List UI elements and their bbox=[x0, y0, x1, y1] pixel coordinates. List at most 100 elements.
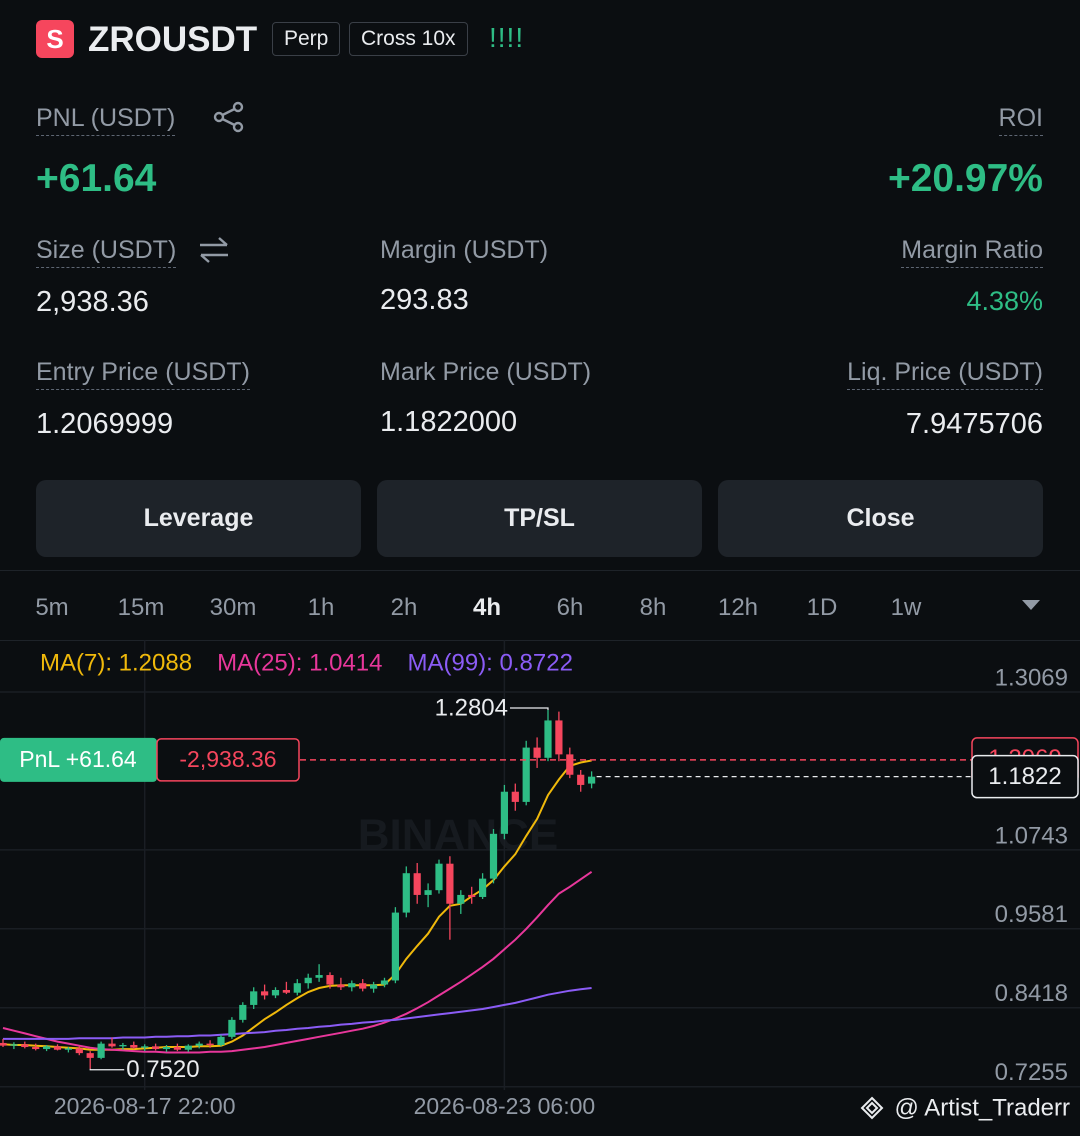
pnl-tag-box bbox=[0, 737, 157, 782]
candle-body bbox=[435, 863, 443, 891]
x-tick-label: 2026-08-23 06:00 bbox=[414, 1093, 596, 1119]
candle-body bbox=[53, 1046, 62, 1050]
symbol[interactable]: ZROUSDT bbox=[88, 20, 258, 59]
divider bbox=[0, 570, 1080, 571]
interval-tab[interactable]: 12h bbox=[717, 594, 759, 621]
dropdown-caret[interactable] bbox=[1020, 598, 1042, 612]
symbol-icon: S bbox=[36, 20, 74, 58]
divider bbox=[0, 640, 1080, 641]
candle-body bbox=[359, 983, 367, 989]
candle-body bbox=[402, 873, 410, 913]
candle-body bbox=[293, 983, 301, 993]
candle-body bbox=[446, 863, 454, 904]
field-label: Mark Price (USDT) bbox=[380, 358, 592, 386]
low-pointer bbox=[89, 1068, 125, 1071]
pnl-value: +61.64 bbox=[36, 157, 157, 200]
candle-body bbox=[566, 754, 574, 775]
high-label: 1.2804 bbox=[435, 694, 508, 721]
ma-line bbox=[3, 987, 592, 1040]
candle-body bbox=[184, 1045, 192, 1050]
candle-body bbox=[544, 720, 552, 758]
interval-tab[interactable]: 15m bbox=[117, 594, 165, 621]
share-icon[interactable] bbox=[212, 100, 246, 134]
badge: Perp bbox=[272, 22, 341, 56]
candle-body bbox=[261, 991, 269, 996]
candle-body bbox=[391, 912, 399, 981]
high-pointer bbox=[510, 707, 549, 710]
interval-tab[interactable]: 1D bbox=[806, 594, 838, 621]
interval-tab[interactable]: 6h bbox=[556, 594, 584, 621]
candle-body bbox=[468, 894, 476, 897]
y-tick-label: 0.8418 bbox=[995, 980, 1068, 1007]
close-button[interactable]: Close bbox=[718, 480, 1043, 557]
field-label[interactable]: Margin Ratio bbox=[901, 238, 1043, 268]
candle-body bbox=[337, 984, 345, 988]
size-tag: -2,938.36 bbox=[179, 746, 276, 772]
candle-body bbox=[119, 1044, 127, 1047]
credit: @ Artist_Traderr bbox=[860, 1094, 1070, 1121]
field-value: 1.1822000 bbox=[380, 406, 518, 438]
low-label: 0.7520 bbox=[126, 1056, 199, 1083]
candle-body bbox=[348, 983, 356, 988]
interval-tab[interactable]: 1h bbox=[307, 594, 335, 621]
badge[interactable]: Cross 10x bbox=[349, 22, 468, 56]
candle-body bbox=[457, 894, 465, 904]
candle-body bbox=[228, 1019, 236, 1037]
field-label[interactable]: Size (USDT) bbox=[36, 238, 177, 268]
candle-body bbox=[43, 1046, 51, 1050]
candle-body bbox=[522, 747, 530, 802]
candle-body bbox=[10, 1044, 18, 1046]
y-tick-label: 0.7255 bbox=[995, 1059, 1068, 1086]
interval-tab[interactable]: 1w bbox=[890, 594, 922, 621]
candle-body bbox=[304, 977, 312, 984]
mark-tag: 1.1822 bbox=[988, 763, 1061, 790]
candle-body bbox=[32, 1047, 40, 1050]
candle-body bbox=[479, 878, 487, 897]
candle-body bbox=[380, 980, 389, 985]
candle-body bbox=[282, 989, 290, 993]
candle-body bbox=[370, 984, 378, 989]
y-tick-label: 0.9581 bbox=[995, 901, 1068, 928]
candle-body bbox=[195, 1043, 203, 1046]
candle-body bbox=[413, 873, 421, 895]
candle-body bbox=[21, 1044, 29, 1048]
roi-label[interactable]: ROI bbox=[998, 106, 1043, 136]
pnl-tag: PnL +61.64 bbox=[19, 746, 137, 772]
tpsl-button[interactable]: TP/SL bbox=[377, 480, 702, 557]
legend-entry: MA(99): 0.8722 bbox=[408, 649, 573, 676]
interval-tab[interactable]: 30m bbox=[209, 594, 257, 621]
credit-logo bbox=[860, 1096, 884, 1120]
interval-tab[interactable]: 5m bbox=[35, 594, 69, 621]
interval-tab[interactable]: 2h bbox=[390, 594, 418, 621]
swap-icon[interactable] bbox=[197, 236, 231, 264]
candle-body bbox=[173, 1047, 181, 1050]
candle-body bbox=[239, 1004, 247, 1020]
candle-body bbox=[500, 791, 508, 834]
interval-tab[interactable]: 4h bbox=[472, 594, 502, 621]
candle-body bbox=[162, 1047, 171, 1050]
watermark: BINANCE bbox=[358, 811, 558, 860]
roi-value: +20.97% bbox=[887, 157, 1043, 200]
field-label[interactable]: Entry Price (USDT) bbox=[36, 360, 250, 390]
x-tick-label: 2026-08-17 22:00 bbox=[54, 1093, 236, 1119]
candle-body bbox=[217, 1036, 225, 1045]
candle-body bbox=[97, 1043, 105, 1058]
legend-entry: MA(7): 1.2088 bbox=[40, 649, 192, 676]
field-value: 2,938.36 bbox=[36, 286, 149, 318]
candle-body bbox=[315, 975, 323, 978]
pnl-label[interactable]: PNL (USDT) bbox=[36, 106, 176, 136]
candle-body bbox=[588, 776, 596, 784]
candle-body bbox=[206, 1043, 214, 1045]
field-value: 4.38% bbox=[966, 286, 1043, 316]
candle-body bbox=[108, 1043, 116, 1047]
leverage-button[interactable]: Leverage bbox=[36, 480, 361, 557]
interval-tab[interactable]: 8h bbox=[639, 594, 667, 621]
field-label[interactable]: Liq. Price (USDT) bbox=[847, 360, 1043, 390]
candle-body bbox=[424, 890, 432, 895]
candle-body bbox=[141, 1046, 149, 1048]
candle-body bbox=[326, 975, 334, 985]
y-tick-label: 1.0743 bbox=[995, 822, 1068, 849]
candle-body bbox=[86, 1053, 94, 1058]
legend-entry: MA(25): 1.0414 bbox=[217, 649, 382, 676]
